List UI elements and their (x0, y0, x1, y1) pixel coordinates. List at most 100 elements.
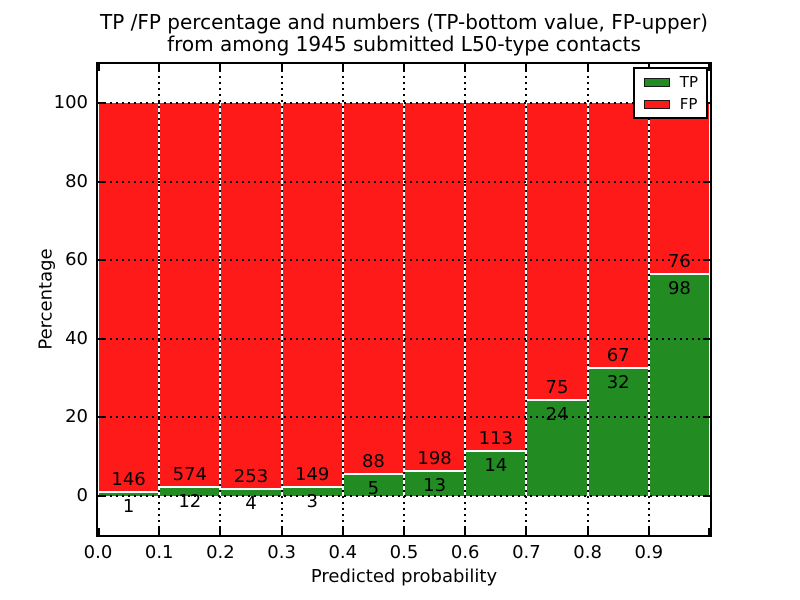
x-tick-top (586, 64, 589, 71)
x-gridline (280, 64, 283, 535)
bar-segment-tp (343, 474, 403, 496)
x-tick-bottom (280, 528, 283, 535)
tp-count-label: 12 (178, 490, 202, 512)
chart-title-line1: TP /FP percentage and numbers (TP-bottom… (100, 10, 708, 34)
bar-segment-fp (466, 103, 526, 451)
fp-count-label: 76 (667, 250, 691, 272)
bar-segment-tp (99, 493, 159, 496)
fp-count-label: 253 (233, 465, 269, 487)
bar-segment-tp (160, 487, 220, 496)
tp-count-label: 1 (122, 496, 135, 518)
x-gridline (525, 64, 528, 535)
x-gridline (647, 64, 650, 535)
tp-count-label: 14 (484, 455, 508, 477)
tp-count-label: 98 (667, 277, 691, 299)
x-tick-top (708, 64, 710, 71)
x-tick-top (280, 64, 283, 71)
x-tick-bottom (708, 528, 710, 535)
legend-entry-label: TP (679, 73, 698, 91)
legend-entry-label: FP (679, 95, 698, 113)
x-tick-bottom (219, 528, 222, 535)
y-tick-label: 40 (65, 327, 88, 349)
x-tick-top (158, 64, 161, 71)
fp-count-label: 75 (545, 376, 569, 398)
x-tick-bottom (341, 528, 344, 535)
tp-count-label: 3 (306, 491, 318, 512)
x-tick-top (219, 64, 222, 71)
x-gridline (219, 64, 222, 535)
x-tick-label: 0.1 (144, 542, 174, 563)
bar-segment-tp (466, 452, 526, 496)
fp-swatch-icon (643, 99, 670, 109)
tp-count-label: 24 (545, 403, 569, 425)
bar-segment-tp (405, 471, 465, 496)
x-tick-top (403, 64, 405, 71)
bar-segment-fp (405, 103, 465, 470)
y-tick-right (703, 180, 710, 183)
y-tick-label: 0 (76, 484, 88, 506)
bar-segment-fp (160, 103, 220, 486)
plot-area: TP FP 146 1 574 12 253 4 149 3 88 5 198 13 113 14 75 24 6… (96, 62, 712, 537)
fp-count-label: 574 (172, 463, 207, 485)
x-tick-label: 0.5 (389, 542, 419, 563)
x-tick-label: 0.2 (206, 542, 235, 563)
legend: TP FP (632, 67, 708, 119)
x-gridline (158, 64, 161, 535)
y-tick-label: 60 (65, 249, 88, 271)
x-gridline (464, 64, 467, 535)
x-gridline (586, 64, 589, 535)
x-tick-bottom (403, 528, 405, 535)
bar-segment-fp (343, 103, 403, 473)
x-tick-bottom (98, 528, 100, 535)
y-tick-label: 20 (65, 406, 88, 428)
x-tick-bottom (525, 528, 528, 535)
tp-count-label: 5 (367, 477, 380, 499)
y-tick-right (703, 337, 710, 340)
y-tick-left (98, 259, 105, 262)
y-tick-right (703, 494, 710, 497)
y-tick-right (703, 259, 710, 262)
x-tick-label: 0.7 (512, 542, 541, 563)
chart-title-line2: from among 1945 submitted L50-type conta… (167, 32, 641, 56)
bar-segment-tp (588, 368, 648, 496)
chart-title: TP /FP percentage and numbers (TP-bottom… (60, 11, 748, 55)
y-tick-left (98, 337, 105, 340)
fp-count-label: 198 (417, 447, 452, 469)
x-tick-label: 0.9 (634, 542, 664, 563)
y-tick-left (98, 180, 105, 183)
y-tick-left (98, 416, 105, 419)
x-tick-label: 0.6 (450, 542, 480, 563)
bar-segment-tp (221, 489, 281, 496)
bar-segment-fp (221, 103, 281, 488)
fp-count-label: 146 (111, 469, 146, 491)
x-tick-label: 0.0 (83, 542, 113, 563)
x-tick-bottom (464, 528, 467, 535)
y-tick-label: 80 (65, 170, 88, 192)
y-tick-left (98, 494, 105, 497)
x-gridline (341, 64, 344, 535)
tp-swatch-icon (643, 77, 670, 87)
fp-count-label: 88 (361, 450, 385, 472)
bar-segment-fp (99, 103, 159, 492)
x-axis-label: Predicted probability (310, 566, 498, 587)
bar-segment-tp (282, 488, 342, 496)
fp-count-label: 113 (478, 428, 513, 450)
y-tick-right (703, 416, 710, 419)
bar-segment-fp (588, 103, 648, 367)
x-tick-label: 0.8 (573, 542, 602, 563)
x-tick-top (525, 64, 528, 71)
legend-entry: FP (643, 95, 698, 113)
bar-segment-fp (527, 103, 587, 399)
legend-entry: TP (643, 73, 698, 91)
x-tick-top (464, 64, 467, 71)
x-tick-top (98, 64, 100, 71)
x-tick-bottom (586, 528, 589, 535)
bar-segment-fp (649, 103, 709, 273)
tp-count-label: 32 (606, 371, 630, 393)
x-tick-bottom (158, 528, 161, 535)
x-tick-top (341, 64, 344, 71)
tp-count-label: 13 (423, 474, 447, 496)
x-tick-label: 0.4 (328, 542, 358, 563)
y-tick-left (98, 102, 105, 105)
